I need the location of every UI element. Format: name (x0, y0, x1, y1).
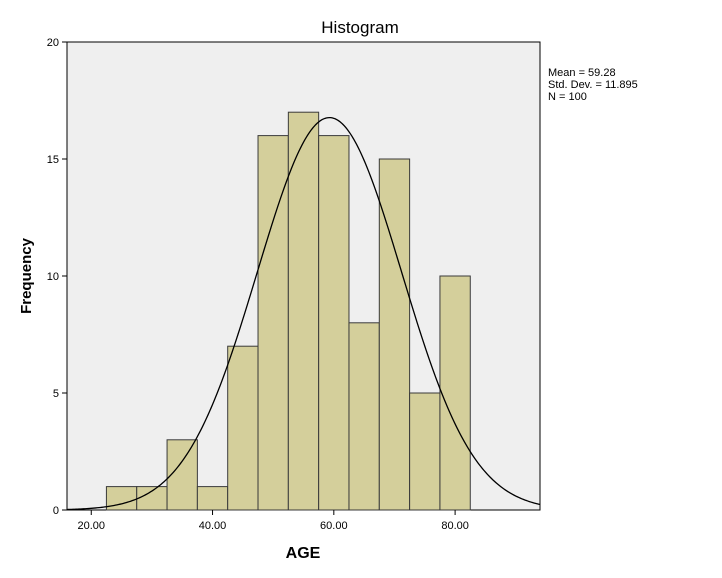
y-tick-label-0: 0 (53, 505, 59, 517)
y-tick-label-3: 15 (47, 154, 59, 166)
x-axis: 20.00 40.00 60.00 80.00 (77, 510, 469, 532)
stats-box: Mean = 59.28 Std. Dev. = 11.895 N = 100 (548, 67, 638, 103)
bars-group (105, 111, 471, 511)
y-tick-label-1: 5 (53, 388, 59, 400)
x-tick-label-2: 60.00 (320, 520, 348, 532)
histogram-bar-2 (166, 439, 198, 511)
x-tick-label-0: 20.00 (77, 520, 105, 532)
histogram-bar-9 (378, 158, 411, 511)
histogram-bar-10 (409, 392, 441, 511)
histogram-bar-8 (348, 322, 380, 511)
x-tick-label-3: 80.00 (441, 520, 469, 532)
stats-mean: Mean = 59.28 (548, 67, 616, 79)
histogram-bar-5 (257, 135, 289, 511)
histogram-bar-7 (318, 135, 350, 511)
histogram-bar-11 (439, 275, 471, 511)
histogram-bar-6 (287, 111, 320, 511)
y-axis: 0 5 10 15 20 (47, 37, 67, 517)
stats-n: N = 100 (548, 91, 587, 103)
histogram-bar-3 (196, 486, 229, 511)
histogram-bar-1 (136, 486, 168, 511)
y-axis-label: Frequency (18, 237, 35, 314)
x-axis-label: AGE (286, 545, 321, 562)
y-tick-label-2: 10 (47, 271, 59, 283)
x-tick-label-1: 40.00 (199, 520, 227, 532)
stats-std-dev: Std. Dev. = 11.895 (548, 79, 638, 91)
histogram-bar-4 (227, 345, 259, 511)
chart-title: Histogram (321, 18, 398, 37)
normal-curve (66, 116, 541, 511)
y-tick-label-4: 20 (47, 37, 59, 49)
